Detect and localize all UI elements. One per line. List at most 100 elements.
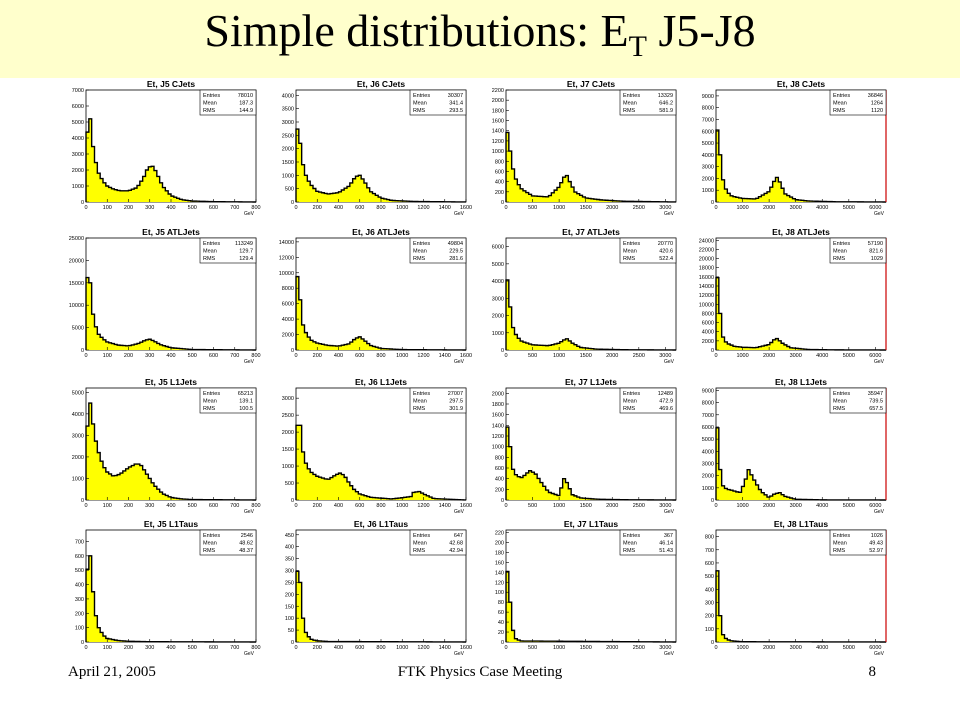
- histogram-fill: [86, 118, 256, 202]
- stats-entries-label: Entries: [203, 533, 220, 539]
- histogram-bins: [505, 131, 676, 203]
- x-axis-unit: GeV: [664, 359, 675, 365]
- histogram-fill: [296, 425, 466, 500]
- x-tick-label: 400: [166, 205, 175, 211]
- histogram-panel: 0 200 400 600 800 1000 1200 1400 1600 0 500 1000 150…: [274, 376, 472, 516]
- y-tick-label: 2500: [282, 413, 294, 419]
- x-tick-label: 3000: [790, 353, 802, 359]
- stats-entries-label: Entries: [623, 241, 640, 247]
- y-tick-label: 18000: [699, 266, 714, 272]
- y-tick-label: 4000: [492, 279, 504, 285]
- x-tick-label: 2000: [763, 645, 775, 651]
- stats-entries-value: 2546: [241, 533, 253, 539]
- y-tick-label: 40: [498, 620, 504, 626]
- stats-rms-value: 293.5: [449, 108, 463, 114]
- y-tick-label: 0: [81, 348, 84, 354]
- stats-rms-label: RMS: [623, 548, 636, 554]
- y-tick-label: 12000: [279, 255, 294, 261]
- y-tick-label: 1000: [282, 173, 294, 179]
- x-tick-label: 1200: [417, 353, 429, 359]
- x-axis-unit: GeV: [244, 509, 255, 515]
- x-axis-unit: GeV: [874, 509, 885, 515]
- histogram-bins: [505, 570, 676, 643]
- x-tick-label: 3000: [659, 645, 671, 651]
- x-tick-label: 1400: [439, 205, 451, 211]
- x-tick-label: 200: [124, 645, 133, 651]
- stats-box: Entries 35947 Mean 739.5 RMS 657.5: [829, 387, 887, 414]
- stats-mean-value: 49.43: [869, 541, 883, 547]
- y-tick-label: 6000: [702, 129, 714, 135]
- x-tick-label: 2500: [633, 353, 645, 359]
- histogram-outline: [85, 118, 256, 203]
- histogram-svg: 0 1000 2000 3000 4000 5000 6000 0 100 200 300 400 50…: [705, 519, 887, 657]
- x-tick-label: 200: [313, 353, 322, 359]
- footer-meeting-title: FTK Physics Case Meeting: [397, 664, 563, 680]
- x-tick-label: 300: [145, 353, 154, 359]
- stats-rms-value: 469.6: [659, 406, 673, 412]
- histogram-fill: [506, 427, 676, 500]
- stats-mean-label: Mean: [203, 399, 217, 405]
- y-tick-label: 350: [285, 557, 294, 563]
- y-tick-label: 0: [291, 348, 294, 354]
- y-tick-label: 4000: [72, 412, 84, 418]
- y-tick-label: 6000: [702, 425, 714, 431]
- histogram-title: Et, J7 CJets: [567, 79, 615, 89]
- x-tick-label: 500: [528, 503, 537, 509]
- y-tick-label: 0: [291, 640, 294, 646]
- x-axis-unit: GeV: [244, 651, 255, 657]
- x-tick-label: 600: [209, 503, 218, 509]
- y-tick-label: 2000: [72, 455, 84, 461]
- x-tick-label: 800: [376, 353, 385, 359]
- y-tick-label: 600: [705, 561, 714, 567]
- histogram-panel: 0 1000 2000 3000 4000 5000 6000 0 2000 4000 6000 80…: [694, 226, 890, 366]
- stats-rms-label: RMS: [413, 108, 426, 114]
- stats-box: Entries 20770 Mean 420.6 RMS 522.4: [619, 237, 677, 264]
- x-tick-label: 600: [209, 353, 218, 359]
- stats-mean-label: Mean: [833, 101, 847, 107]
- y-tick-label: 25000: [69, 236, 84, 242]
- x-tick-label: 3000: [790, 205, 802, 211]
- x-tick-label: 400: [334, 645, 343, 651]
- y-tick-label: 6000: [492, 245, 504, 251]
- stats-entries-label: Entries: [413, 241, 430, 247]
- x-tick-label: 1500: [580, 645, 592, 651]
- histogram-panel: 0 1000 2000 3000 4000 5000 6000 0 100 200 300 400 50…: [694, 518, 890, 658]
- stats-box-frame: [829, 237, 887, 264]
- y-tick-label: 1200: [492, 139, 504, 145]
- histogram-outline: [505, 279, 676, 351]
- x-tick-label: 600: [209, 205, 218, 211]
- x-tick-label: 100: [103, 353, 112, 359]
- x-tick-label: 1400: [439, 503, 451, 509]
- histogram-bins: [715, 570, 886, 643]
- x-axis-unit: GeV: [874, 651, 885, 657]
- x-tick-label: 1000: [396, 353, 408, 359]
- histogram-outline: [505, 131, 676, 203]
- x-tick-label: 400: [166, 503, 175, 509]
- histogram-panel: 0 100 200 300 400 500 600 700 800 0 1000 2000 3000 40…: [64, 78, 261, 218]
- x-tick-label: 1000: [553, 503, 565, 509]
- stats-entries-value: 57190: [868, 241, 883, 247]
- y-tick-label: 1000: [702, 486, 714, 492]
- histogram-panel: 0 1000 2000 3000 4000 5000 6000 0 1000 2000 3000 40…: [694, 78, 890, 218]
- stats-box-frame: [199, 529, 257, 556]
- histogram-bins: [715, 129, 886, 203]
- y-tick-label: 0: [291, 200, 294, 206]
- y-tick-label: 100: [495, 590, 504, 596]
- y-tick-label: 250: [285, 580, 294, 586]
- x-tick-label: 200: [313, 205, 322, 211]
- y-tick-label: 100: [705, 627, 714, 633]
- y-tick-label: 12000: [699, 293, 714, 299]
- x-tick-label: 200: [124, 205, 133, 211]
- x-tick-label: 1200: [417, 645, 429, 651]
- y-tick-label: 2000: [702, 339, 714, 345]
- stats-mean-value: 420.6: [659, 249, 673, 255]
- stats-box: Entries 65213 Mean 139.1 RMS 100.5: [199, 387, 257, 414]
- stats-box-frame: [409, 237, 467, 264]
- y-tick-label: 8000: [702, 401, 714, 407]
- y-tick-label: 5000: [72, 390, 84, 396]
- stats-rms-label: RMS: [833, 108, 846, 114]
- stats-box: Entries 78010 Mean 187.3 RMS 144.9: [199, 89, 257, 116]
- y-tick-label: 160: [495, 560, 504, 566]
- stats-mean-value: 341.4: [449, 101, 463, 107]
- x-tick-label: 800: [376, 205, 385, 211]
